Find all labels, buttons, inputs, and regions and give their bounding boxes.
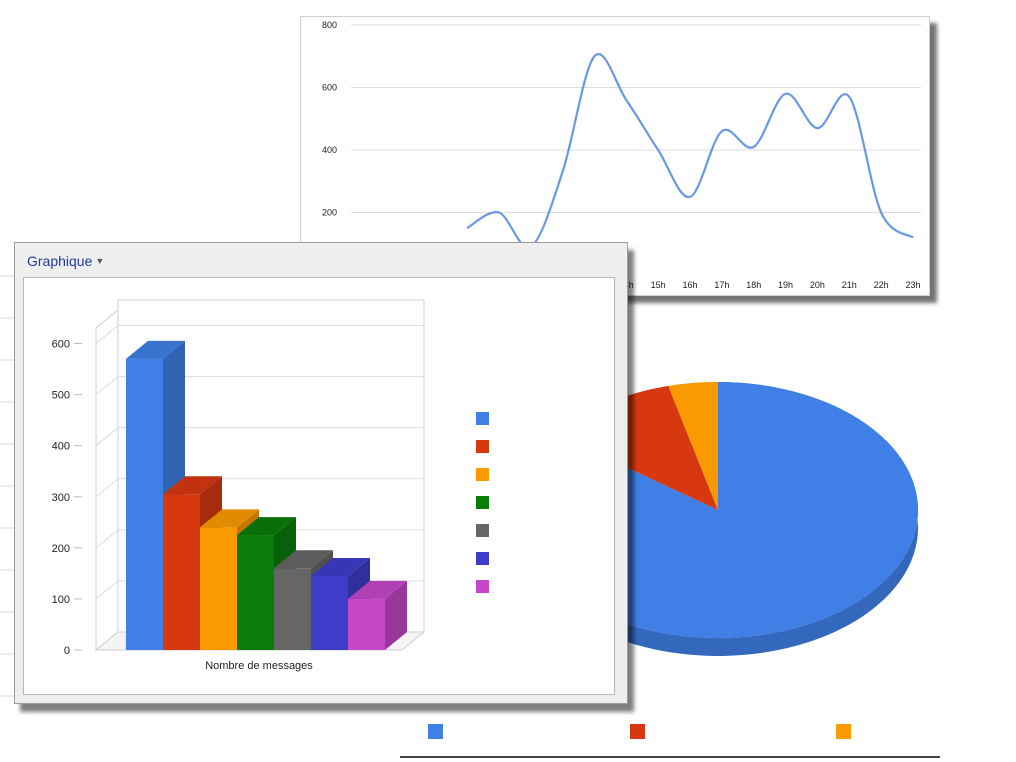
pie-slice bbox=[668, 382, 718, 510]
pie-chart bbox=[518, 382, 918, 656]
bar-top bbox=[348, 580, 407, 599]
line-x-tick-label: 23h bbox=[905, 280, 920, 290]
bar-chart-canvas: 0 100 200 300 400 500 600 Nombre de messages bbox=[23, 277, 615, 695]
bar-legend-swatch bbox=[476, 552, 489, 565]
bar-top bbox=[274, 550, 333, 569]
bar-top bbox=[311, 557, 370, 576]
bar-y-tick-label: 100 bbox=[52, 594, 70, 606]
bar-top bbox=[200, 509, 259, 528]
bar-top bbox=[163, 476, 222, 495]
bar-top bbox=[126, 340, 185, 359]
line-chart: 20040060080012h13h14h15h16h17h18h19h20h2… bbox=[322, 20, 921, 290]
bar-y-tick-label: 0 bbox=[64, 645, 70, 657]
chart-window-header: Graphique ▼ bbox=[15, 243, 627, 277]
bar-gridline-side bbox=[95, 529, 119, 549]
bar-legend-swatch bbox=[476, 440, 489, 453]
bar-gridline-side bbox=[95, 427, 119, 447]
line-x-tick-label: 22h bbox=[874, 280, 889, 290]
graphique-menu-label: Graphique bbox=[27, 253, 93, 269]
bar-legend-swatch bbox=[476, 468, 489, 481]
line-x-tick-label: 18h bbox=[746, 280, 761, 290]
bar-front bbox=[311, 575, 348, 650]
bar-y-tick-label: 600 bbox=[52, 339, 70, 351]
line-y-tick-label: 200 bbox=[322, 208, 337, 218]
bar-front bbox=[126, 358, 163, 650]
bar-y-tick-label: 500 bbox=[52, 390, 70, 402]
bar-gridline-side bbox=[95, 580, 119, 600]
line-x-tick-label: 20h bbox=[810, 280, 825, 290]
line-y-tick-label: 600 bbox=[322, 83, 337, 93]
pie-legend-swatch bbox=[836, 724, 851, 739]
bar-front bbox=[348, 598, 385, 650]
bar-gridline-side bbox=[95, 478, 119, 498]
bar-side bbox=[385, 580, 407, 650]
line-x-tick-label: 21h bbox=[842, 280, 857, 290]
bar-y-tick-label: 300 bbox=[52, 492, 70, 504]
bar-front bbox=[200, 527, 237, 650]
bar-legend-swatch bbox=[476, 412, 489, 425]
pie-legend-swatch bbox=[630, 724, 645, 739]
bar bbox=[348, 580, 407, 650]
bar-top bbox=[237, 517, 296, 536]
bar-legend-swatch bbox=[476, 580, 489, 593]
bottom-divider bbox=[400, 756, 940, 758]
bar-gridline-side bbox=[95, 325, 119, 344]
line-x-tick-label: 19h bbox=[778, 280, 793, 290]
bar-left-wall-edge bbox=[95, 309, 119, 329]
line-x-tick-label: 15h bbox=[651, 280, 666, 290]
pie-legend-swatch bbox=[428, 724, 443, 739]
line-x-tick-label: 16h bbox=[682, 280, 697, 290]
graphique-menu-button[interactable]: Graphique ▼ bbox=[27, 253, 104, 269]
bar-x-label: Nombre de messages bbox=[205, 660, 313, 672]
bar-chart: 0 100 200 300 400 500 600 Nombre de messages bbox=[52, 299, 489, 672]
line-y-tick-label: 400 bbox=[322, 145, 337, 155]
bar-legend-swatch bbox=[476, 524, 489, 537]
line-series bbox=[466, 52, 914, 249]
bar-front bbox=[237, 535, 274, 650]
bar-chart-window: Graphique ▼ 0 100 200 300 400 500 600 Nombre de … bbox=[14, 242, 628, 704]
bar-front bbox=[274, 568, 311, 650]
bar-y-tick-label: 400 bbox=[52, 441, 70, 453]
line-y-tick-label: 800 bbox=[322, 20, 337, 30]
caret-down-icon: ▼ bbox=[95, 256, 105, 266]
bar-legend-swatch bbox=[476, 496, 489, 509]
bar-y-tick-label: 200 bbox=[52, 543, 70, 555]
line-x-tick-label: 17h bbox=[714, 280, 729, 290]
pie-chart-area bbox=[518, 370, 940, 690]
bar-front bbox=[163, 494, 200, 650]
background-grid bbox=[0, 275, 14, 697]
pie-legend bbox=[400, 720, 920, 744]
bar-gridline-side bbox=[95, 376, 119, 396]
